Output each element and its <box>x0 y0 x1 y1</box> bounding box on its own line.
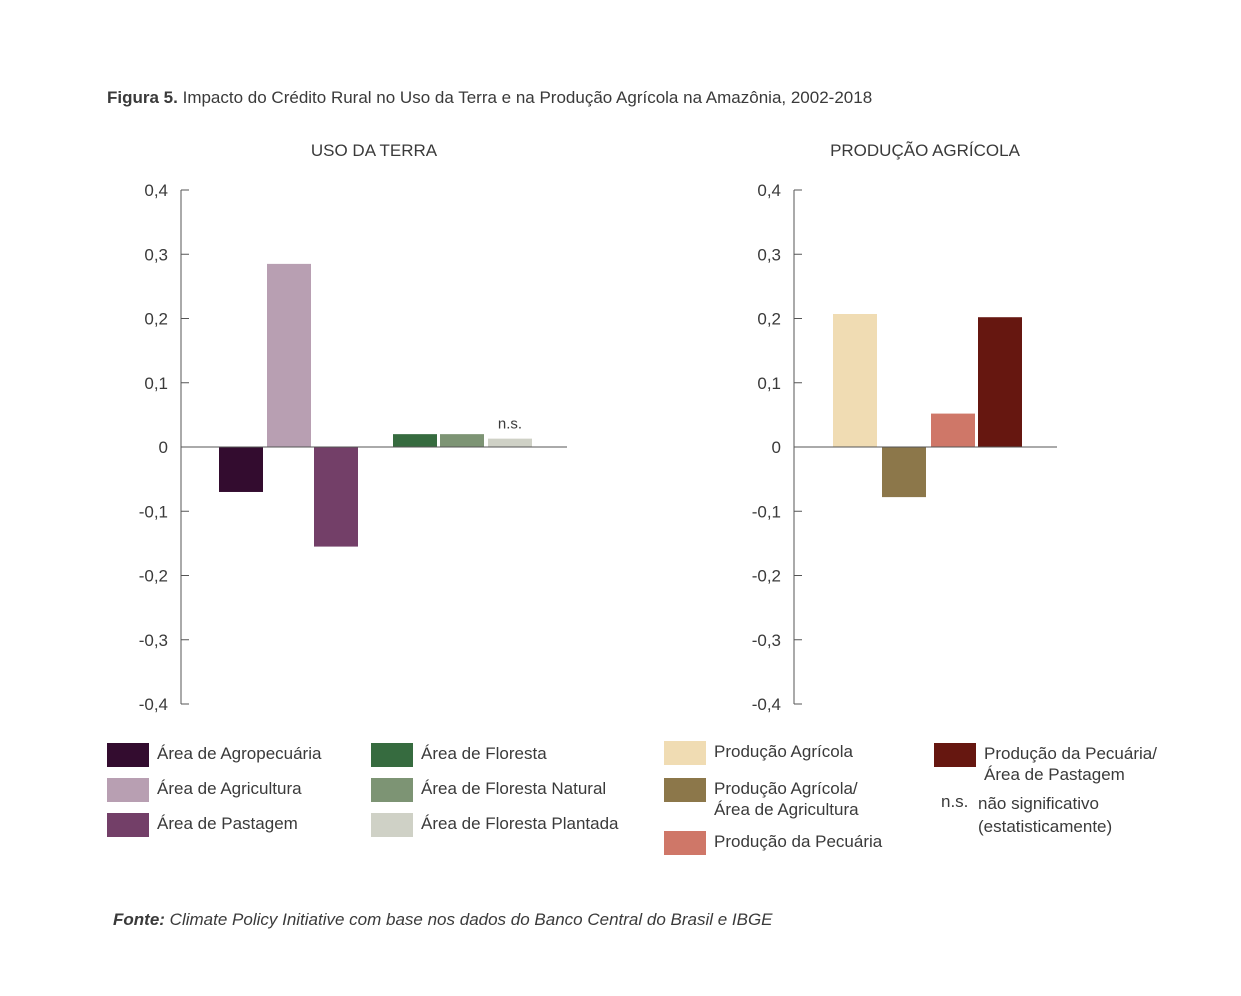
chart-title-uso-da-terra: USO DA TERRA <box>311 141 438 160</box>
ns-note: n.s. não significativo (estatisticamente… <box>941 792 1112 838</box>
legend-label: Produção Agrícola/ Área de Agricultura <box>714 779 859 819</box>
legend-swatch <box>107 743 149 767</box>
chart-uso-da-terra: -0,4 -0,3 -0,2 -0,1 0 0,1 0,2 0,3 0,4 n.s. <box>139 181 567 714</box>
legend-label: Área de Agropecuária <box>157 744 322 763</box>
legend-item-area-agricultura: Área de Agricultura <box>107 778 302 802</box>
legend-item-producao-agricola-area-agricultura: Produção Agrícola/ Área de Agricultura <box>664 778 859 820</box>
chart-producao-agricola: -0,4 -0,3 -0,2 -0,1 0 0,1 0,2 0,3 0,4 <box>752 181 1057 714</box>
charts-canvas: USO DA TERRA PRODUÇÃO AGRÍCOLA -0,4-0,3-… <box>139 141 1057 714</box>
chart-title-producao-agricola: PRODUÇÃO AGRÍCOLA <box>830 141 1021 160</box>
legend-item-area-pastagem: Área de Pastagem <box>107 813 298 837</box>
y-tick-label: 0,1 <box>144 374 168 393</box>
y-tick-label: -0,4 <box>752 695 781 714</box>
legend-item-area-agropecuaria: Área de Agropecuária <box>107 743 321 767</box>
y-tick-label: 0,1 <box>757 374 781 393</box>
legend-label: Produção da Pecuária/ Área de Pastagem <box>984 744 1157 784</box>
legend-label: Produção da Pecuária <box>714 832 883 851</box>
y-tick-label: 0,3 <box>757 245 781 264</box>
legend-item-area-floresta-plantada: Área de Floresta Plantada <box>371 813 619 837</box>
y-tick-label: -0,2 <box>139 567 168 586</box>
legend-swatch <box>664 831 706 855</box>
bar <box>833 314 877 447</box>
y-tick-label: 0,4 <box>757 181 781 200</box>
bar <box>488 438 532 447</box>
figure-title: Figura 5. Impacto do Crédito Rural no Us… <box>107 88 872 108</box>
legend-swatch <box>664 778 706 802</box>
y-tick-label: 0 <box>159 438 168 457</box>
legend: Área de Agropecuária Área de Agricultura… <box>0 741 1241 861</box>
y-tick-label: -0,1 <box>139 502 168 521</box>
y-tick-label: -0,2 <box>752 567 781 586</box>
bar <box>219 447 263 492</box>
legend-label: Área de Agricultura <box>157 779 302 798</box>
legend-swatch <box>664 741 706 765</box>
y-tick-label: -0,1 <box>752 502 781 521</box>
legend-swatch <box>371 743 413 767</box>
legend-item-area-floresta-natural: Área de Floresta Natural <box>371 778 606 802</box>
legend-label: Área de Floresta Plantada <box>421 814 619 833</box>
y-tick-label: 0,3 <box>144 245 168 264</box>
legend-item-producao-pecuaria: Produção da Pecuária <box>664 831 882 855</box>
legend-label: Área de Floresta Natural <box>421 779 607 798</box>
legend-item-area-floresta: Área de Floresta <box>371 743 547 767</box>
bar <box>267 263 311 447</box>
legend-swatch <box>934 743 976 767</box>
ns-note-text: não significativo (estatisticamente) <box>978 794 1113 836</box>
bar <box>314 447 358 547</box>
source-text: Climate Policy Initiative com base nos d… <box>169 910 773 929</box>
legend-item-producao-pecuaria-area-pastagem: Produção da Pecuária/ Área de Pastagem <box>934 743 1157 785</box>
legend-label: Área de Floresta <box>421 744 547 763</box>
y-tick-label: 0 <box>772 438 781 457</box>
legend-label: Produção Agrícola <box>714 742 853 761</box>
y-tick-label: -0,3 <box>752 631 781 650</box>
source-label: Fonte: <box>113 910 165 929</box>
y-tick-label: -0,3 <box>139 631 168 650</box>
source-note: Fonte: Climate Policy Initiative com bas… <box>113 910 773 930</box>
bar <box>882 447 926 498</box>
legend-label: Área de Pastagem <box>157 814 298 833</box>
figure-title-text: Impacto do Crédito Rural no Uso da Terra… <box>182 88 873 107</box>
y-tick-label: 0,2 <box>757 310 781 329</box>
bar <box>440 434 484 447</box>
bar <box>931 413 975 447</box>
legend-swatch <box>371 813 413 837</box>
figure-label: Figura 5. <box>107 88 178 107</box>
bar <box>978 317 1022 447</box>
bar-annotation: n.s. <box>498 416 522 433</box>
legend-swatch <box>107 778 149 802</box>
y-tick-label: -0,4 <box>139 695 168 714</box>
ns-note-key: n.s. <box>941 792 969 811</box>
legend-swatch <box>371 778 413 802</box>
bar <box>393 434 437 447</box>
y-tick-label: 0,4 <box>144 181 168 200</box>
y-tick-label: 0,2 <box>144 310 168 329</box>
legend-swatch <box>107 813 149 837</box>
legend-item-producao-agricola: Produção Agrícola <box>664 741 853 765</box>
